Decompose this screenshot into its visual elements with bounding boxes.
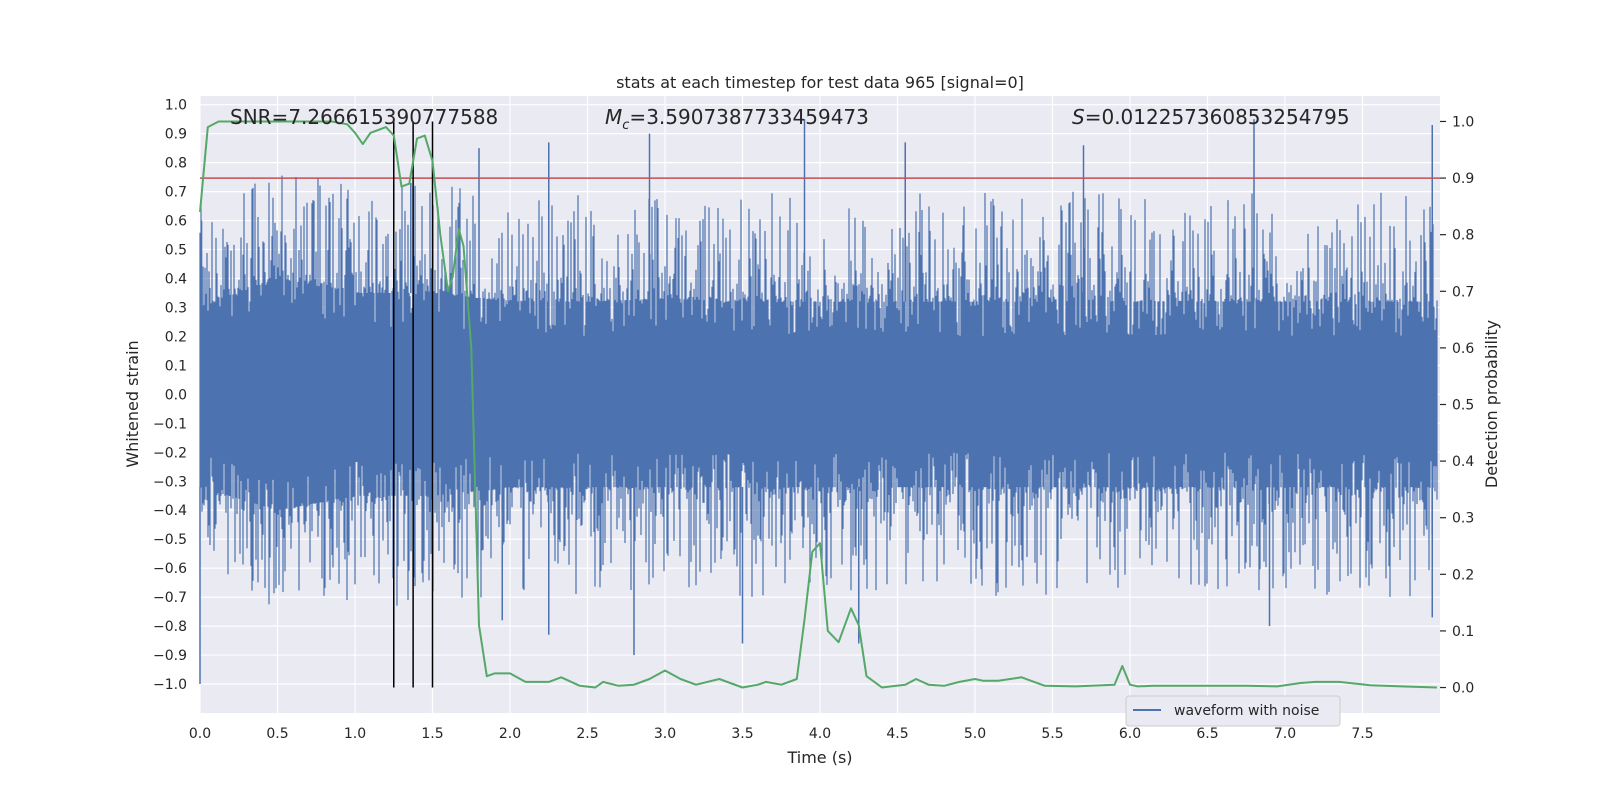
y-tick-label: 0.4 bbox=[165, 271, 187, 287]
x-axis-label: Time (s) bbox=[786, 748, 852, 767]
axis-ticks: 0.0 0.5 1.0 1.5 2.0 2.5 3.0 3.5 4.0 4.5 5.0 5.5 6.0 6… bbox=[153, 98, 1474, 742]
y2-tick-label: 0.4 bbox=[1452, 454, 1474, 470]
y-tick-label: 0.8 bbox=[165, 156, 187, 172]
probability-line bbox=[199, 120, 1437, 689]
y-axis-label: Whitened strain bbox=[123, 340, 142, 467]
y-tick-label: 0.6 bbox=[165, 214, 187, 230]
waveform-noise-trace bbox=[199, 175, 1438, 606]
y-tick-label: 0.9 bbox=[165, 127, 187, 143]
y-tick-label: 0.2 bbox=[165, 329, 187, 345]
y2-tick-label: 0.8 bbox=[1452, 228, 1474, 244]
x-tick-label: 0.0 bbox=[189, 726, 211, 742]
x-tick-label: 6.0 bbox=[1119, 726, 1141, 742]
x-tick-label: 5.0 bbox=[964, 726, 986, 742]
y2-tick-label: 0.1 bbox=[1452, 624, 1474, 640]
y-tick-label: 0.1 bbox=[165, 358, 187, 374]
x-tick-label: 4.0 bbox=[809, 726, 831, 742]
chirp-mass-annotation: Mc=3.5907387733459473 bbox=[605, 105, 869, 133]
y-tick-label: −0.2 bbox=[153, 445, 187, 461]
waveform-series bbox=[199, 119, 1438, 685]
spin-annotation: S=0.012257360853254795 bbox=[1072, 105, 1350, 129]
y-tick-label: −0.6 bbox=[153, 561, 187, 577]
y-tick-label: −0.4 bbox=[153, 503, 187, 519]
x-tick-label: 1.5 bbox=[421, 726, 443, 742]
y2-tick-label: 1.0 bbox=[1452, 114, 1474, 130]
x-tick-label: 7.0 bbox=[1274, 726, 1296, 742]
y-tick-label: −0.8 bbox=[153, 619, 187, 635]
probability-series bbox=[199, 120, 1437, 689]
legend-box bbox=[1125, 695, 1341, 727]
y2-tick-label: 0.0 bbox=[1452, 681, 1474, 697]
y-tick-label: −0.9 bbox=[153, 648, 187, 664]
x-tick-label: 4.5 bbox=[886, 726, 908, 742]
x-tick-label: 3.0 bbox=[654, 726, 676, 742]
x-tick-label: 6.5 bbox=[1196, 726, 1218, 742]
x-tick-label: 3.5 bbox=[731, 726, 753, 742]
overlay-lines bbox=[200, 121, 1440, 688]
y2-tick-label: 0.5 bbox=[1452, 398, 1474, 414]
chart-title: stats at each timestep for test data 965… bbox=[616, 73, 1024, 92]
x-tick-label: 2.0 bbox=[499, 726, 521, 742]
snr-value: 7.266615390777588 bbox=[288, 105, 498, 129]
y2-tick-label: 0.7 bbox=[1452, 284, 1474, 300]
y-tick-label: 1.0 bbox=[165, 98, 187, 114]
y2-tick-label: 0.6 bbox=[1452, 341, 1474, 357]
y-tick-label: 0.7 bbox=[165, 185, 187, 201]
y2-axis-label: Detection probability bbox=[1482, 320, 1501, 488]
y-tick-label: −0.3 bbox=[153, 474, 187, 490]
x-tick-label: 5.5 bbox=[1041, 726, 1063, 742]
x-tick-label: 1.0 bbox=[344, 726, 366, 742]
snr-annotation: SNR=7.266615390777588 bbox=[230, 105, 498, 129]
chirp-mass-value: 3.5907387733459473 bbox=[646, 105, 869, 129]
y-tick-label: 0.3 bbox=[165, 300, 187, 316]
y-tick-label: 0.0 bbox=[165, 387, 187, 403]
y-tick-label: 0.5 bbox=[165, 243, 187, 259]
y-tick-label: −0.5 bbox=[153, 532, 187, 548]
x-tick-label: 0.5 bbox=[266, 726, 288, 742]
x-tick-label: 2.5 bbox=[576, 726, 598, 742]
legend-label-waveform: waveform with noise bbox=[1174, 703, 1319, 719]
x-tick-label: 7.5 bbox=[1351, 726, 1373, 742]
y2-tick-label: 0.2 bbox=[1452, 567, 1474, 583]
y-tick-label: −1.0 bbox=[153, 677, 187, 693]
legend: waveform with noise bbox=[1125, 695, 1341, 727]
y-tick-label: −0.1 bbox=[153, 416, 187, 432]
spin-value: 0.012257360853254795 bbox=[1101, 105, 1349, 129]
y-tick-label: −0.7 bbox=[153, 590, 187, 606]
y2-tick-label: 0.9 bbox=[1452, 171, 1474, 187]
y2-tick-label: 0.3 bbox=[1452, 511, 1474, 527]
